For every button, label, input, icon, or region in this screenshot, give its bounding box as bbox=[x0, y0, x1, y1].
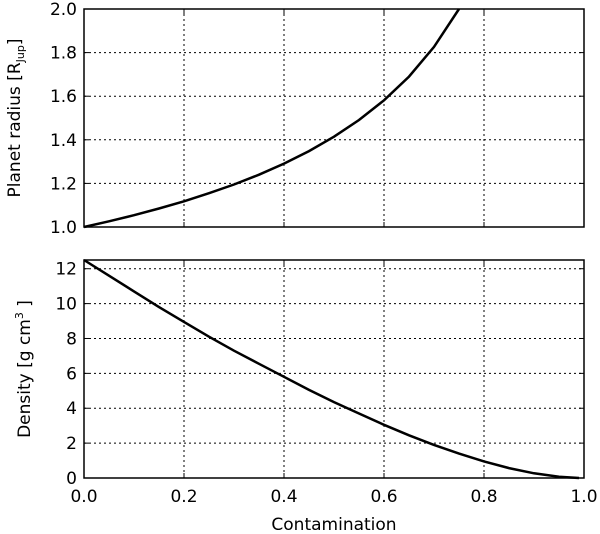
radius-ticks bbox=[83, 8, 585, 228]
density-y-tick-label: 8 bbox=[66, 329, 77, 349]
radius-y-tick-label: 1.2 bbox=[50, 174, 77, 194]
density-x-tick-label: 0.2 bbox=[170, 487, 197, 507]
density-curve bbox=[83, 258, 580, 480]
radius-curve-group bbox=[83, 8, 461, 229]
density-y-axis-label: Density [g cm3 ] bbox=[13, 300, 35, 438]
density-panel: 0.0 0.2 0.4 0.6 0.8 1.0 0 2 4 6 8 10 12 Density [g … bbox=[13, 258, 598, 534]
density-y-tick-label: 0 bbox=[66, 469, 77, 489]
density-y-tick-label: 12 bbox=[55, 260, 77, 280]
radius-y-tick-labels: 1.0 1.2 1.4 1.6 1.8 2.0 bbox=[50, 0, 77, 238]
radius-y-axis-label: Planet radius [RJup] bbox=[5, 39, 27, 198]
density-y-tick-label: 6 bbox=[66, 364, 77, 384]
density-x-tick-label: 0.8 bbox=[470, 487, 497, 507]
density-grid bbox=[83, 260, 585, 479]
density-x-tick-label: 1.0 bbox=[570, 487, 597, 507]
radius-curve bbox=[83, 8, 461, 229]
density-y-tick-label: 10 bbox=[55, 295, 77, 315]
density-x-tick-labels: 0.0 0.2 0.4 0.6 0.8 1.0 bbox=[70, 487, 597, 507]
radius-y-tick-label: 1.8 bbox=[50, 44, 77, 64]
radius-y-tick-label: 1.6 bbox=[50, 87, 77, 107]
density-curve-group bbox=[83, 258, 580, 480]
radius-y-tick-label: 1.4 bbox=[50, 131, 77, 151]
density-y-tick-label: 2 bbox=[66, 434, 77, 454]
radius-y-tick-label: 2.0 bbox=[50, 0, 77, 20]
radius-panel: 1.0 1.2 1.4 1.6 1.8 2.0 Planet radius [RJup] bbox=[5, 0, 585, 238]
density-y-tick-label: 4 bbox=[66, 399, 77, 419]
density-ticks bbox=[83, 260, 585, 479]
density-x-tick-label: 0.6 bbox=[370, 487, 397, 507]
density-x-tick-label: 0.4 bbox=[270, 487, 297, 507]
radius-grid bbox=[83, 8, 585, 228]
radius-plot-frame bbox=[83, 8, 585, 228]
density-x-tick-label: 0.0 bbox=[70, 487, 97, 507]
density-x-axis-label: Contamination bbox=[271, 515, 396, 534]
radius-y-tick-label: 1.0 bbox=[50, 218, 77, 238]
density-y-tick-labels: 0 2 4 6 8 10 12 bbox=[55, 260, 77, 489]
density-plot-frame bbox=[83, 259, 585, 479]
